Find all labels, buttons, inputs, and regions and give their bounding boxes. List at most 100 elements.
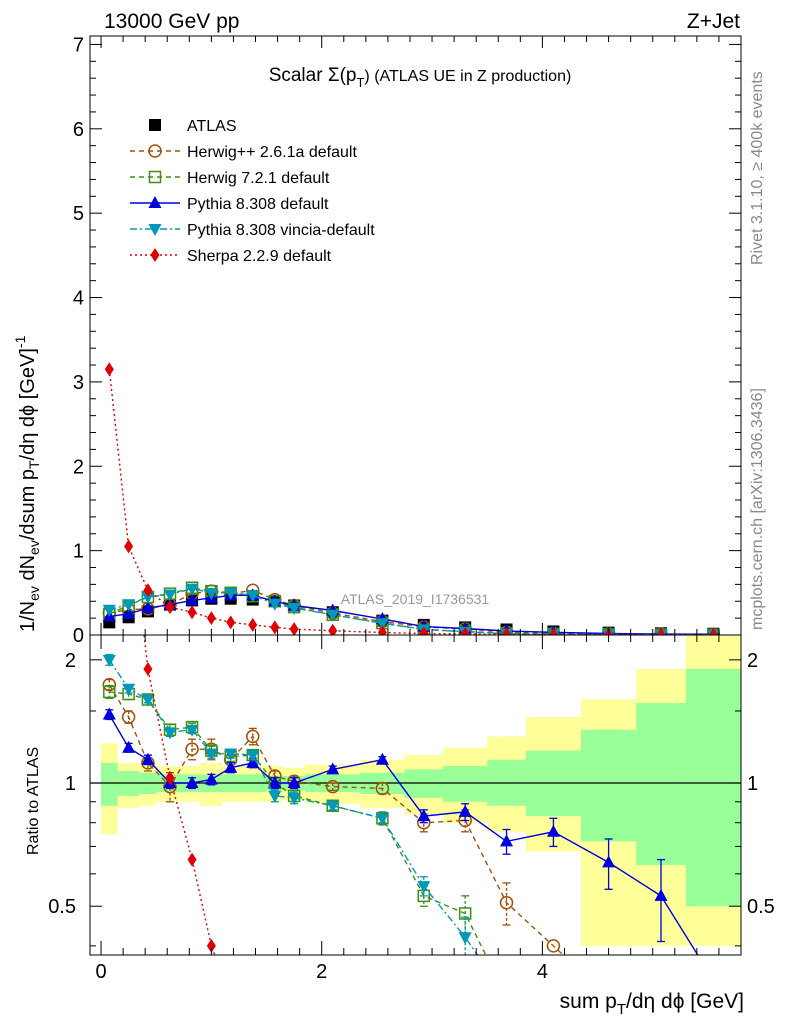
- ratio-point-sherpa-7: [248, 990, 257, 1004]
- ratio-point-pythia-9: [287, 776, 301, 789]
- legend-label-herwig7: Herwig 7.2.1 default: [187, 170, 330, 187]
- ratio-point-vincia-11: [375, 813, 389, 826]
- ratio-plot-area: [90, 490, 741, 1004]
- chart-title-sub: T: [356, 75, 364, 90]
- ratio-point-herwigpp-4: [185, 742, 199, 756]
- main-point-sherpa-12: [419, 626, 429, 635]
- ratio-point-herwigpp-15: [546, 939, 561, 953]
- ratio-point-vincia-0: [102, 654, 116, 667]
- ratio-point-vincia-10: [326, 800, 340, 813]
- ratio-point-vincia-8: [268, 790, 282, 803]
- main-point-sherpa-10: [328, 623, 338, 635]
- ratio-point-pythia-8: [268, 776, 282, 789]
- ratio-band-inner-18: [685, 668, 741, 907]
- ratio-point-sherpa-10: [328, 990, 337, 1004]
- legend-label-sherpa: Sherpa 2.2.9 default: [187, 248, 332, 265]
- ratio-point-vincia-9: [287, 792, 301, 805]
- ratio-band-inner-16: [581, 729, 637, 842]
- legend-label-herwigpp: Herwig++ 2.6.1a default: [187, 144, 357, 161]
- analysis-watermark: ATLAS_2019_I1736531: [341, 591, 490, 607]
- main-ytick-label-6: 6: [73, 119, 84, 141]
- ratio-point-sherpa-3: [165, 770, 175, 785]
- ratio-point-herwig7-0: [103, 685, 116, 699]
- ratio-xtick-label-0: 0: [95, 961, 106, 983]
- main-point-sherpa-11: [377, 625, 387, 635]
- legend-marker-herwigpp: [148, 144, 162, 158]
- ratio-ytick-label-right-1: 1: [747, 773, 758, 795]
- ratio-xtick-label-2: 4: [537, 961, 548, 983]
- chart-title: Scalar Σ(pT) (ATLAS UE in Z production): [269, 65, 572, 90]
- legend-marker-atlas: [149, 119, 161, 131]
- main-point-pythia-1: [122, 606, 136, 619]
- ratio-point-sherpa-8: [270, 990, 279, 1004]
- rivet-label: Rivet 3.1.10, ≥ 400k events: [749, 71, 766, 265]
- main-point-sherpa-18: [708, 627, 718, 635]
- ratio-point-sherpa-12: [419, 990, 428, 1004]
- main-point-sherpa-3: [165, 600, 175, 615]
- main-point-sherpa-13: [460, 626, 470, 635]
- main-ytick-label-5: 5: [73, 203, 84, 225]
- ratio-point-pythia-2: [141, 752, 155, 765]
- header-left-label: 13000 GeV pp: [104, 10, 239, 33]
- ratio-point-sherpa-6: [226, 990, 235, 1004]
- ratio-point-vincia-1: [122, 683, 136, 696]
- ratio-point-vincia-14: [500, 992, 513, 1004]
- main-ytick-label-4: 4: [73, 288, 84, 310]
- main-ytick-label-2: 2: [73, 456, 84, 478]
- ratio-ylabel: Ratio to ATLAS: [25, 747, 42, 855]
- legend-label-vincia: Pythia 8.308 vincia-default: [187, 222, 375, 239]
- ratio-point-sherpa-2: [143, 661, 153, 676]
- main-point-sherpa-2: [143, 583, 153, 598]
- ratio-point-herwigpp-10: [325, 779, 340, 794]
- main-point-sherpa-5: [206, 611, 216, 626]
- main-point-sherpa-9: [289, 622, 299, 635]
- main-point-vincia-9: [287, 603, 301, 616]
- legend-marker-sherpa: [150, 248, 160, 262]
- ratio-point-sherpa-11: [378, 990, 387, 1004]
- ratio-xtick-label-1: 2: [316, 961, 327, 983]
- header-right-label: Z+Jet: [687, 10, 740, 33]
- ratio-point-vincia-6: [224, 748, 238, 761]
- ratio-point-pythia-4: [185, 776, 199, 789]
- ratio-point-vincia-3: [163, 727, 177, 740]
- ratio-panel: 0.5 0.5 1 1 2 2 0 2 4: [48, 490, 775, 1004]
- ratio-point-pythia-13: [458, 804, 472, 817]
- main-point-vincia-2: [141, 592, 155, 605]
- main-point-sherpa-0: [104, 362, 114, 377]
- main-point-sherpa-17: [656, 627, 666, 635]
- main-point-sherpa-15: [548, 627, 558, 635]
- legend: ATLAS Herwig++ 2.6.1a default Herwig 7.2.1…: [130, 118, 375, 265]
- ratio-ytick-label-right-0: 0.5: [747, 896, 775, 918]
- ratio-ytick-label-right-2: 2: [747, 650, 758, 672]
- ratio-point-pythia-10: [326, 762, 340, 775]
- ratio-ytick-label-1: 1: [65, 773, 76, 795]
- ratio-point-herwigpp-14: [499, 895, 514, 910]
- main-point-vincia-10: [326, 609, 340, 622]
- ratio-point-herwig7-15: [548, 992, 559, 1003]
- ratio-point-vincia-13: [458, 932, 472, 945]
- main-point-vincia-11: [375, 618, 389, 631]
- ratio-point-sherpa-15: [549, 990, 558, 1004]
- main-plot-area: [102, 362, 721, 635]
- main-point-vincia-4: [185, 583, 199, 596]
- ratio-point-sherpa-9: [290, 990, 299, 1004]
- main-point-sherpa-8: [270, 620, 280, 635]
- ratio-point-herwig7-14: [501, 992, 512, 1003]
- ratio-point-vincia-5: [204, 748, 218, 761]
- ratio-point-pythia-17: [654, 888, 668, 901]
- legend-label-atlas: ATLAS: [187, 118, 237, 135]
- legend-label-pythia: Pythia 8.308 default: [187, 196, 329, 213]
- ratio-point-sherpa-1: [124, 490, 133, 504]
- ratio-band-inner-0: [101, 762, 118, 806]
- ratio-point-pythia-6: [224, 760, 238, 773]
- legend-marker-vincia: [148, 224, 162, 236]
- ratio-point-pythia-5: [204, 772, 218, 785]
- ratio-ytick-label-2: 2: [65, 650, 76, 672]
- main-point-vincia-5: [204, 587, 218, 600]
- main-ytick-label-3: 3: [73, 372, 84, 394]
- main-point-vincia-1: [122, 599, 136, 612]
- ratio-point-pythia-0: [102, 707, 116, 720]
- main-point-sherpa-1: [124, 539, 134, 554]
- ratio-point-sherpa-13: [461, 990, 470, 1004]
